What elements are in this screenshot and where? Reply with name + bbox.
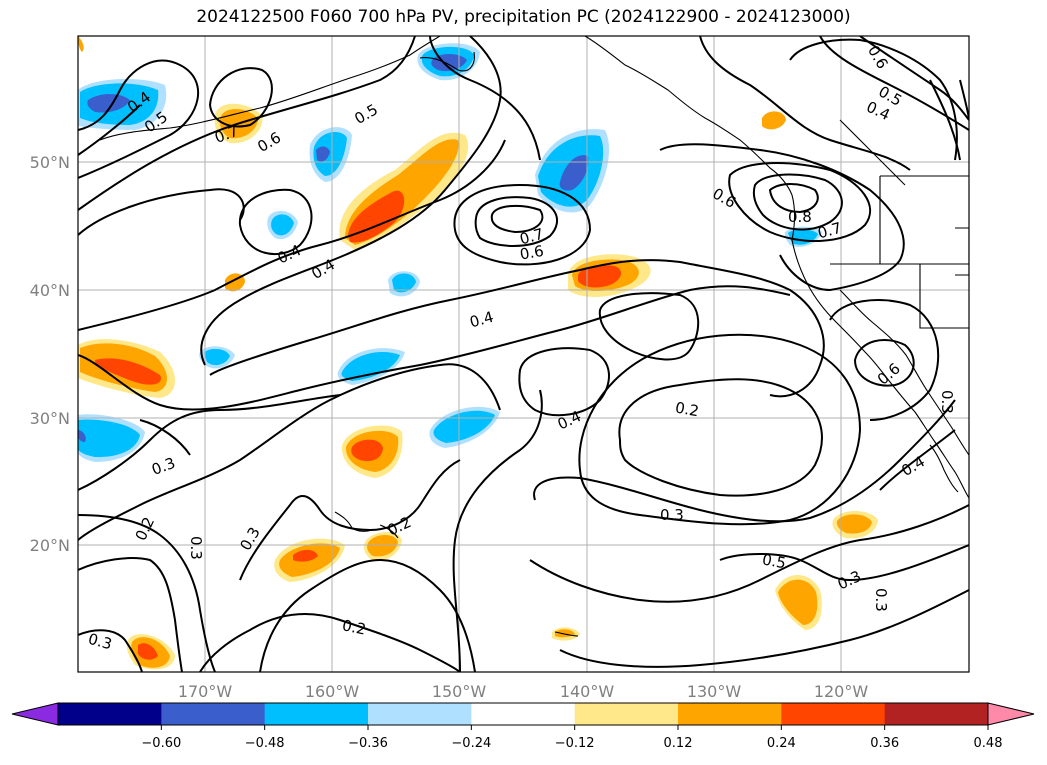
precip-positive-west-35n (78, 339, 175, 398)
colorbar-tick-label: −0.60 (141, 736, 181, 751)
colorbar: −0.60 −0.48 −0.36 −0.24 −0.12 0.12 0.24 0.36 0.4… (11, 702, 1035, 751)
colorbar-extend-high (987, 702, 1035, 726)
contour-label: 0.7 (816, 219, 844, 243)
lon-label: 170°W (178, 682, 233, 701)
colorbar-tick-label: 0.36 (870, 736, 899, 751)
colorbar-segment (58, 703, 162, 725)
colorbar-tick-label: −0.12 (555, 736, 595, 751)
contour-label: 0.8 (788, 208, 812, 226)
precip-negative-small-cells (78, 127, 822, 462)
lon-label: 140°W (560, 682, 615, 701)
colorbar-tick-label: −0.36 (348, 736, 388, 751)
contour-label: 0.6 (518, 242, 545, 264)
colorbar-segment (264, 703, 369, 725)
colorbar-segment (781, 703, 886, 725)
contour-label: 0.7 (518, 225, 546, 249)
lon-label: 150°W (432, 682, 487, 701)
contour-label: 0.3 (938, 390, 956, 414)
contour-label: 0.3 (660, 506, 684, 524)
colorbar-segments (57, 702, 989, 726)
contour-label: 0.2 (674, 398, 701, 420)
colorbar-segment (574, 703, 679, 725)
colorbar-segment (161, 703, 266, 725)
precip-positive-18n (274, 531, 402, 582)
contour-label: 0.4 (468, 308, 496, 332)
colorbar-tick-label: 0.48 (974, 736, 1003, 751)
precip-positive-28n (341, 425, 403, 478)
colorbar-tick-label: 0.24 (767, 736, 796, 751)
precip-positive-small-cells (78, 36, 878, 641)
lon-label: 120°W (814, 682, 869, 701)
plot-frame (77, 35, 970, 673)
colorbar-segment (471, 703, 576, 725)
lat-label: 20°N (30, 536, 70, 555)
latitude-labels: 50°N 40°N 30°N 20°N (30, 153, 70, 555)
precip-negative-northwest (78, 78, 167, 130)
lat-label: 50°N (30, 153, 70, 172)
colorbar-segment (368, 703, 472, 725)
contour-label: 0.3 (86, 630, 114, 654)
colorbar-tick-label: 0.12 (664, 736, 693, 751)
colorbar-tick-label: −0.48 (245, 736, 285, 751)
colorbar-tick-label: −0.24 (451, 736, 491, 751)
longitude-labels: 170°W 160°W 150°W 140°W 130°W 120°W (178, 682, 869, 701)
colorbar-ticks: −0.60 −0.48 −0.36 −0.24 −0.12 0.12 0.24 0.36 0.4… (141, 725, 1003, 751)
lat-label: 40°N (30, 281, 70, 300)
lon-label: 130°W (687, 682, 742, 701)
lat-label: 30°N (30, 409, 70, 428)
map-title: 2024122500 F060 700 hPa PV, precipitatio… (196, 7, 851, 27)
colorbar-segment (678, 703, 782, 725)
coastlines (99, 36, 969, 637)
colorbar-extend-low (11, 702, 59, 726)
pv-contours (78, 36, 969, 672)
graticule (78, 36, 969, 672)
contour-label: 0.5 (761, 550, 788, 572)
contour-label: 0.3 (187, 536, 205, 560)
contour-label: 0.3 (872, 588, 890, 612)
lon-label: 160°W (305, 682, 360, 701)
contour-label: 0.2 (341, 616, 368, 639)
colorbar-segment (884, 703, 989, 725)
precip-positive-bottom-left (126, 634, 175, 670)
